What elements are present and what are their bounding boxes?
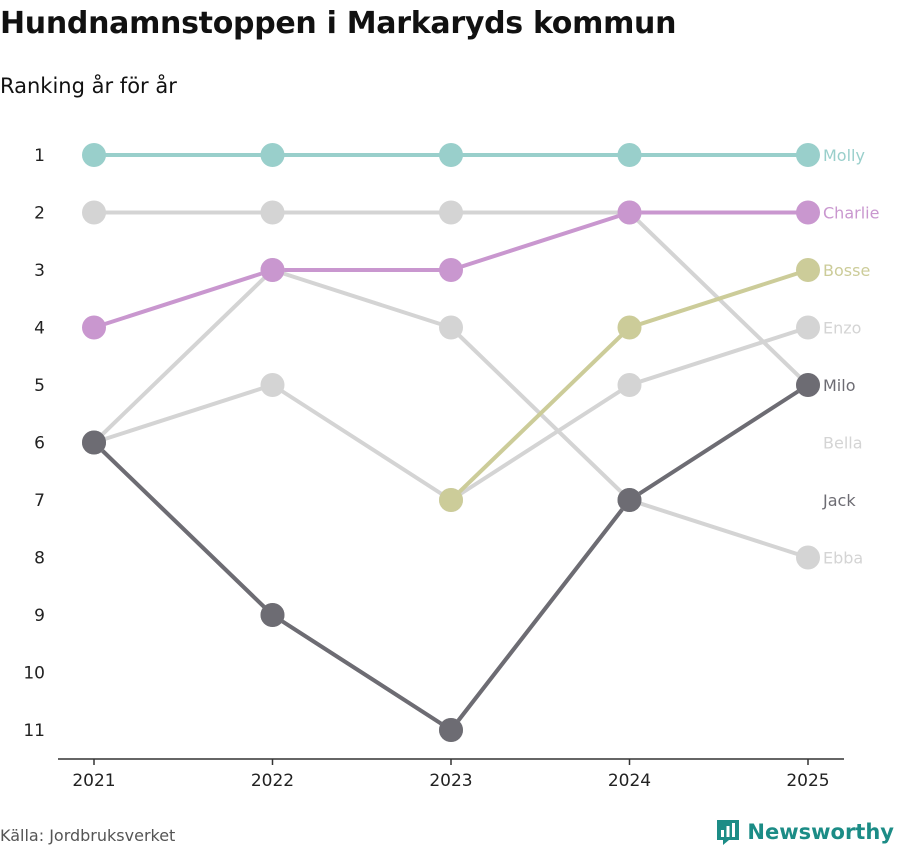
- point-bella-2022[interactable]: [260, 200, 285, 225]
- chart-title: Hundnamnstoppen i Markaryds kommun: [0, 6, 677, 41]
- series-label-jack: Jack: [822, 491, 856, 510]
- point-molly-2023[interactable]: [439, 143, 463, 167]
- series-label-milo: Milo: [823, 376, 855, 395]
- line-segment-milo: [92, 440, 275, 617]
- y-tick-label: 9: [34, 606, 45, 626]
- y-tick-label: 5: [34, 376, 45, 396]
- point-charlie-2022[interactable]: [260, 258, 285, 282]
- point-bosse-2025[interactable]: [796, 258, 820, 282]
- series-label-ebba: Ebba: [823, 549, 863, 568]
- y-tick-label: 11: [23, 721, 45, 741]
- point-milo-2023[interactable]: [439, 718, 463, 742]
- line-segment-enzo: [627, 325, 810, 387]
- source-note: Källa: Jordbruksverket: [0, 826, 176, 845]
- x-tick-label: 2024: [608, 771, 651, 791]
- y-tick-label: 10: [23, 664, 45, 684]
- point-bella-2021[interactable]: [82, 200, 106, 225]
- point-milo-2024[interactable]: [617, 488, 642, 512]
- series-label-molly: Molly: [823, 146, 865, 165]
- point-molly-2021[interactable]: [82, 143, 106, 167]
- line-segment-enzo: [92, 383, 275, 445]
- series-label-bosse: Bosse: [823, 261, 870, 280]
- point-ebba-2025[interactable]: [796, 545, 820, 570]
- brand-logo[interactable]: Newsworthy: [715, 818, 894, 846]
- line-segment-bosse: [627, 268, 810, 330]
- point-ebba-2023[interactable]: [439, 315, 463, 340]
- line-segment-bosse: [449, 325, 632, 502]
- point-charlie-2021[interactable]: [82, 315, 106, 340]
- x-tick-label: 2022: [251, 771, 294, 791]
- point-bosse-2024[interactable]: [617, 315, 642, 340]
- point-enzo-2025[interactable]: [796, 315, 820, 340]
- line-segment-ebba: [270, 268, 453, 330]
- line-segment-ebba: [627, 498, 810, 560]
- line-segment-milo: [270, 613, 453, 732]
- y-tick-label: 7: [34, 491, 45, 511]
- line-segment-enzo: [449, 383, 632, 502]
- series-label-enzo: Enzo: [823, 319, 861, 338]
- point-enzo-2024[interactable]: [617, 373, 642, 397]
- point-milo-2021[interactable]: [82, 430, 106, 455]
- point-molly-2024[interactable]: [617, 143, 642, 167]
- point-bosse-2023[interactable]: [439, 488, 463, 512]
- point-charlie-2023[interactable]: [439, 258, 463, 282]
- x-tick-label: 2023: [429, 771, 472, 791]
- x-tick-label: 2025: [786, 771, 829, 791]
- y-tick-label: 6: [34, 434, 45, 454]
- point-charlie-2024[interactable]: [617, 200, 642, 225]
- y-tick-label: 1: [34, 146, 45, 166]
- y-tick-label: 4: [34, 319, 45, 339]
- point-milo-2025[interactable]: [796, 373, 820, 397]
- series-label-charlie: Charlie: [823, 204, 879, 223]
- point-molly-2022[interactable]: [260, 143, 285, 167]
- y-tick-label: 2: [34, 204, 45, 224]
- line-segment-charlie: [449, 210, 632, 272]
- line-segment-milo: [627, 383, 810, 502]
- x-tick-label: 2021: [72, 771, 115, 791]
- bar-chart-icon: [717, 820, 740, 845]
- series-label-bella: Bella: [823, 434, 863, 453]
- point-enzo-2022[interactable]: [260, 373, 285, 397]
- line-segment-charlie: [92, 268, 275, 330]
- line-segment-milo: [449, 498, 632, 732]
- point-molly-2025[interactable]: [796, 143, 820, 167]
- brand-name: Newsworthy: [747, 820, 894, 844]
- y-tick-label: 8: [34, 549, 45, 569]
- chart-subtitle: Ranking år för år: [0, 74, 177, 98]
- point-charlie-2025[interactable]: [796, 200, 820, 225]
- point-milo-2022[interactable]: [260, 603, 285, 627]
- y-tick-label: 3: [34, 261, 45, 281]
- line-segment-enzo: [270, 383, 453, 502]
- point-bella-2023[interactable]: [439, 200, 463, 225]
- line-segment-ebba: [92, 268, 275, 445]
